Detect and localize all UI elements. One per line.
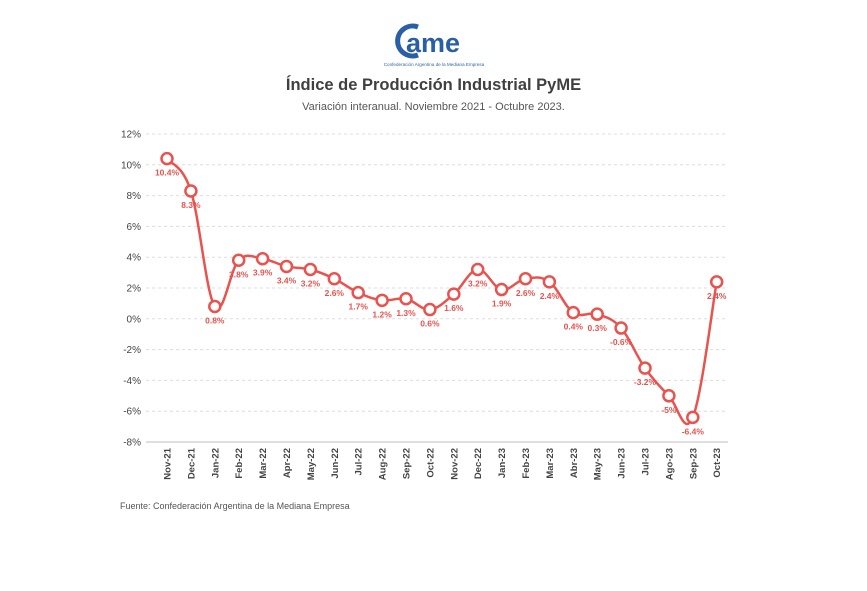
data-point <box>662 389 676 403</box>
y-tick-label: -8% <box>123 438 141 449</box>
x-tick-label: Ago-23 <box>664 448 675 480</box>
data-label: -0.6% <box>610 337 633 347</box>
chart-subtitle: Variación interanual. Noviembre 2021 - O… <box>302 101 565 113</box>
x-tick-label: Nov-22 <box>449 448 460 480</box>
data-point <box>686 410 700 425</box>
data-point <box>351 285 365 300</box>
x-tick-label: Mar-22 <box>258 448 269 479</box>
data-label: 8.3% <box>181 200 201 210</box>
x-tick-label: Abr-23 <box>569 448 580 478</box>
y-tick-label: 8% <box>127 191 142 202</box>
data-label: 2.4% <box>540 291 560 301</box>
logo-wordmark: ame <box>406 28 460 58</box>
data-label: -3.2% <box>634 377 657 387</box>
data-label: 2.6% <box>516 288 536 298</box>
y-tick-label: 0% <box>127 314 142 325</box>
data-label: 1.6% <box>444 303 464 313</box>
x-tick-label: Jun-22 <box>330 448 341 479</box>
data-point <box>590 307 604 321</box>
data-label: 0.8% <box>205 315 225 325</box>
data-point <box>638 361 652 375</box>
data-label: -6.4% <box>682 426 705 436</box>
x-tick-label: Dec-21 <box>186 447 197 479</box>
data-label: 3.2% <box>301 279 321 289</box>
series-line <box>165 157 718 426</box>
series <box>160 151 724 426</box>
x-tick-label: Jan-22 <box>210 448 221 478</box>
data-point <box>566 305 581 320</box>
grid-lines <box>146 133 728 443</box>
y-tick-label: 6% <box>127 222 142 233</box>
data-label: 10.4% <box>155 168 180 178</box>
y-axis: 12% 10% 8% 6% 4% 2% 0% -2% -4% -6% -8% <box>121 130 141 449</box>
x-tick-label: Aug-22 <box>378 448 389 480</box>
data-point <box>327 272 342 286</box>
x-tick-label: Feb-22 <box>234 448 245 479</box>
chart-title: Índice de Producción Industrial PyME <box>285 76 582 94</box>
data-label: 3.2% <box>468 279 488 289</box>
x-tick-label: Mar-23 <box>545 448 556 479</box>
y-tick-label: -6% <box>123 407 141 418</box>
x-tick-label: Dec-22 <box>473 448 484 479</box>
data-point <box>160 151 174 166</box>
data-label: 0.6% <box>420 319 440 329</box>
data-point <box>208 299 222 314</box>
y-tick-label: 10% <box>121 160 141 171</box>
data-label: 1.7% <box>349 302 369 312</box>
data-label: 1.9% <box>492 299 512 309</box>
data-point <box>494 282 509 297</box>
data-labels: 10.4% 8.3% 0.8% 3.8% 3.9% 3.4% 3.2% 2.6% 1.7%1.2… <box>155 168 727 437</box>
data-label: 1.3% <box>396 308 416 318</box>
logo: ame Confederación Argentina de la Median… <box>378 22 490 72</box>
data-point <box>279 259 294 274</box>
x-tick-label: Sep-23 <box>688 448 699 479</box>
data-point <box>542 275 557 289</box>
x-tick-label: Oct-22 <box>425 448 436 478</box>
data-label: 1.2% <box>372 309 392 319</box>
x-tick-label: Nov-21 <box>163 447 174 479</box>
data-label: 2.4% <box>707 291 727 301</box>
data-point <box>255 251 270 266</box>
data-label: 3.4% <box>277 275 297 285</box>
data-point <box>184 184 198 198</box>
data-point <box>399 292 413 306</box>
logo-caption: Confederación Argentina de la Mediana Em… <box>383 62 485 67</box>
x-axis: Nov-21 Dec-21 Jan-22 Feb-22 Mar-22 Apr-22 May-… <box>163 447 724 480</box>
y-tick-label: 2% <box>127 284 142 295</box>
y-tick-label: 12% <box>121 130 141 141</box>
x-tick-label: Apr-22 <box>282 448 293 478</box>
x-tick-label: May-23 <box>593 448 604 480</box>
data-label: 0.3% <box>588 323 608 333</box>
came-logo-mark: ame <box>395 23 460 59</box>
data-point <box>375 293 389 308</box>
y-tick-label: -4% <box>123 376 141 387</box>
data-label: 2.6% <box>325 288 345 298</box>
y-tick-label: 4% <box>127 253 142 264</box>
x-tick-label: Jun-23 <box>617 448 628 479</box>
x-tick-label: Jul-22 <box>354 448 365 475</box>
data-label: 0.4% <box>564 322 584 332</box>
data-point <box>709 275 724 289</box>
x-tick-label: Feb-23 <box>521 448 532 479</box>
data-label: -5% <box>661 405 677 415</box>
x-tick-label: May-22 <box>306 448 317 480</box>
x-tick-label: Oct-23 <box>712 448 723 478</box>
data-point <box>303 262 318 277</box>
x-tick-label: Sep-22 <box>402 448 413 479</box>
data-point <box>614 321 628 335</box>
data-point <box>470 262 485 277</box>
data-point <box>231 253 246 268</box>
x-tick-label: Jan-23 <box>497 448 508 478</box>
data-label: 3.9% <box>253 268 273 278</box>
y-tick-label: -2% <box>123 345 141 356</box>
data-point <box>447 287 461 301</box>
data-point <box>518 272 533 286</box>
source-note: Fuente: Confederación Argentina de la Me… <box>120 501 350 511</box>
data-point <box>423 302 437 317</box>
data-label: 3.8% <box>229 269 249 279</box>
x-tick-label: Jul-23 <box>641 448 652 475</box>
